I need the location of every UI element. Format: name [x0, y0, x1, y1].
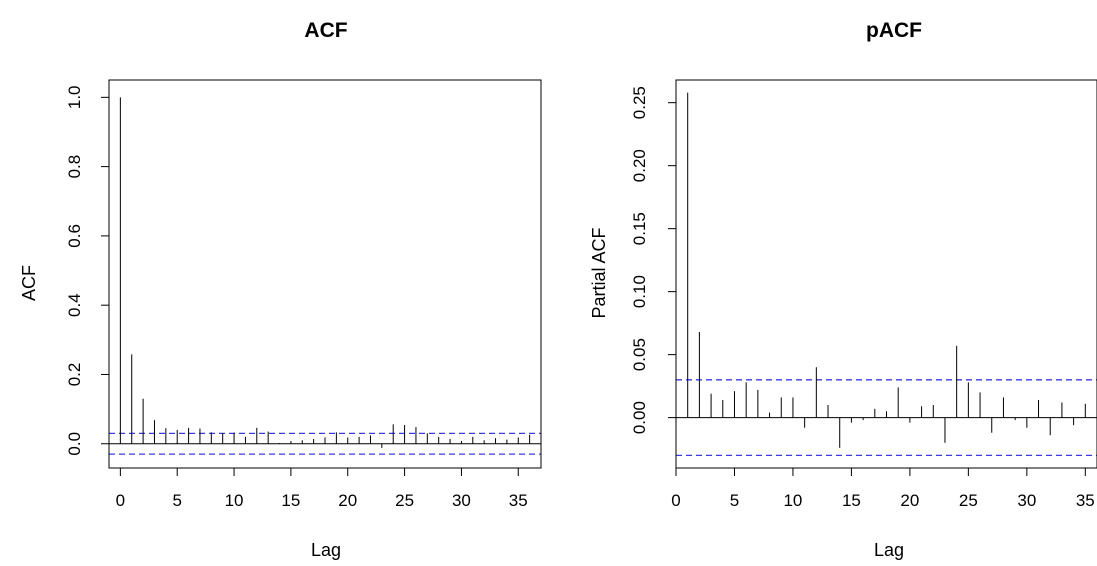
- acf-x-tick-label: 5: [172, 491, 181, 510]
- pacf-y-tick-label: 0.20: [630, 149, 649, 182]
- acf-y-tick-label: 1.0: [65, 86, 84, 110]
- acf-x-tick-label: 10: [225, 491, 244, 510]
- acf-x-axis-label: Lag: [311, 540, 341, 560]
- acf-marks: [109, 97, 541, 448]
- pacf-marks: [676, 92, 1097, 448]
- pacf-y-tick-label: 0.00: [630, 401, 649, 434]
- acf-x-tick-label: 25: [395, 491, 414, 510]
- acf-title: ACF: [304, 19, 347, 42]
- acf-x-tick-label: 30: [452, 491, 471, 510]
- pacf-y-tick-label: 0.10: [630, 275, 649, 308]
- acf-x-tick-label: 15: [281, 491, 300, 510]
- pacf-plot-frame: [675, 79, 1097, 469]
- pacf-y-tick-label: 0.05: [630, 338, 649, 371]
- pacf-x-tick-label: 10: [783, 491, 802, 510]
- pacf-x-axis-label: Lag: [874, 540, 904, 560]
- pacf-title: pACF: [866, 19, 922, 42]
- acf-y-tick-label: 0.8: [65, 155, 84, 179]
- pacf-panel: pACF Lag Partial ACF 0 5 10 15 20 25 30 350.000…: [589, 19, 1097, 560]
- acf-confidence-bounds: [109, 432, 541, 455]
- acf-y-tick-label: 0.4: [65, 293, 84, 317]
- pacf-y-axis-label: Partial ACF: [589, 227, 609, 318]
- pacf-y-tick-label: 0.25: [630, 86, 649, 119]
- pacf-ticks: 0 5 10 15 20 25 30 35 0.00 0.05 0.10 0.15 0.20 0.25: [630, 86, 1095, 510]
- acf-y-axis-label: ACF: [19, 265, 39, 301]
- pacf-y-tick-label: 0.15: [630, 212, 649, 245]
- acf-y-tick-label: 0.0: [65, 432, 84, 456]
- acf-x-tick-label: 35: [509, 491, 528, 510]
- acf-plot-frame: [108, 79, 542, 469]
- acf-x-tick-label: 20: [338, 491, 357, 510]
- pacf-x-tick-label: 0: [671, 491, 680, 510]
- pacf-confidence-bounds: [676, 379, 1097, 457]
- acf-panel: ACF Lag ACF 0 5 10 15 20 25 30 35 0.0 0.2 0.4 0.6 0.…: [19, 19, 542, 560]
- pacf-x-tick-label: 25: [959, 491, 978, 510]
- acf-y-tick-label: 0.2: [65, 363, 84, 387]
- pacf-x-tick-label: 5: [730, 491, 739, 510]
- acf-y-tick-label: 0.6: [65, 224, 84, 248]
- pacf-x-tick-label: 15: [842, 491, 861, 510]
- pacf-x-tick-label: 30: [1017, 491, 1036, 510]
- pacf-x-tick-label: 20: [900, 491, 919, 510]
- acf-ticks: 0 5 10 15 20 25 30 35 0.0 0.2 0.4 0.6 0.8 1.0: [65, 86, 528, 510]
- pacf-x-tick-label: 35: [1076, 491, 1095, 510]
- acf-x-tick-label: 0: [116, 491, 125, 510]
